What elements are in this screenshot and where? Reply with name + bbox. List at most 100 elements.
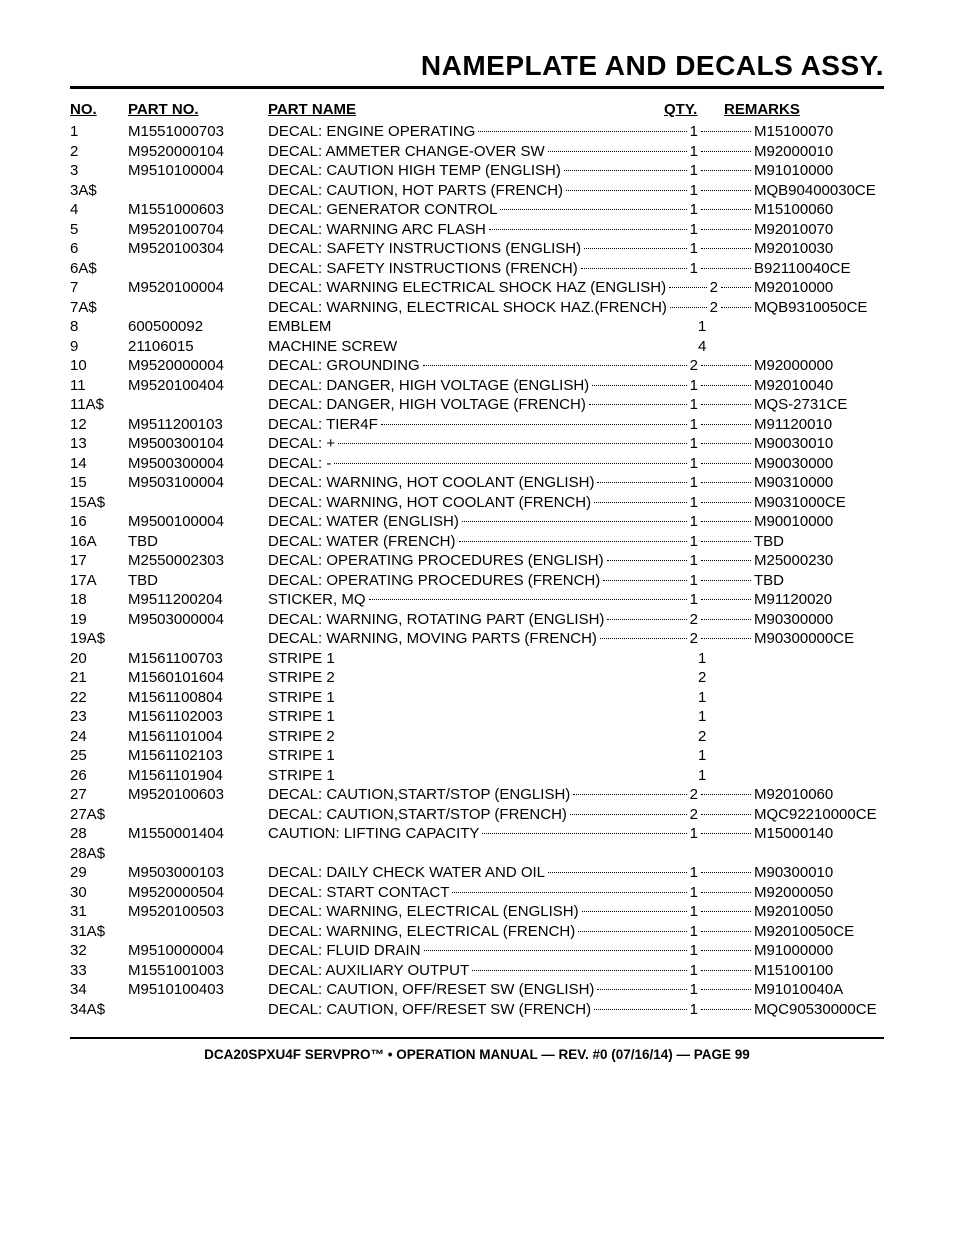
cell-partname: DECAL: WARNING, ELECTRICAL SHOCK HAZ.(FR…: [268, 298, 667, 318]
cell-name-qty-remarks: DECAL: WARNING, HOT COOLANT (ENGLISH)1M9…: [268, 473, 884, 493]
cell-partname: STRIPE 2: [268, 727, 698, 747]
cell-name-qty-remarks: DECAL: OPERATING PROCEDURES (ENGLISH)1M2…: [268, 551, 884, 571]
cell-partname: DECAL: WARNING ARC FLASH: [268, 220, 486, 240]
leader-dots: [701, 482, 751, 483]
cell-name-qty-remarks: DECAL: FLUID DRAIN1M91000000: [268, 941, 884, 961]
cell-qty: 2: [690, 610, 698, 630]
cell-name-qty-remarks: DECAL: WARNING, ELECTRICAL SHOCK HAZ.(FR…: [268, 298, 884, 318]
cell-partno: 600500092: [128, 317, 268, 337]
cell-name-qty-remarks: DECAL: WATER (FRENCH)1TBD: [268, 532, 884, 552]
leader-dots: [701, 580, 751, 581]
table-row: 21M1560101604STRIPE 22: [70, 668, 884, 688]
cell-partname: DECAL: AUXILIARY OUTPUT: [268, 961, 469, 981]
cell-no: 19A$: [70, 629, 128, 649]
cell-no: 3A$: [70, 181, 128, 201]
header-remarks: REMARKS: [724, 101, 884, 118]
cell-name-qty-remarks: DECAL: CAUTION,START/STOP (ENGLISH)2M920…: [268, 785, 884, 805]
cell-partno: M9520000504: [128, 883, 268, 903]
cell-partname: DECAL: CAUTION, OFF/RESET SW (ENGLISH): [268, 980, 594, 1000]
cell-remarks: M91010040A: [754, 980, 884, 1000]
leader-dots: [701, 970, 751, 971]
cell-qty: 2: [690, 629, 698, 649]
footer-rule: [70, 1037, 884, 1039]
leader-dots: [424, 950, 687, 951]
cell-partname: DECAL: WATER (ENGLISH): [268, 512, 459, 532]
cell-partname: DECAL: OPERATING PROCEDURES (FRENCH): [268, 571, 600, 591]
cell-qty: 2: [698, 727, 706, 747]
leader-dots: [423, 365, 687, 366]
cell-remarks: M15100070: [754, 122, 884, 142]
cell-partno: M9500100004: [128, 512, 268, 532]
cell-partname: DECAL: TIER4F: [268, 415, 378, 435]
cell-no: 15A$: [70, 493, 128, 513]
cell-remarks: M90030010: [754, 434, 884, 454]
cell-no: 18: [70, 590, 128, 610]
cell-partno: M1561102003: [128, 707, 268, 727]
cell-partname: DECAL: ENGINE OPERATING: [268, 122, 475, 142]
cell-qty: 1: [690, 941, 698, 961]
table-row: 10M9520000004DECAL: GROUNDING2M92000000: [70, 356, 884, 376]
cell-qty: 1: [690, 434, 698, 454]
table-row: 28A$: [70, 844, 884, 864]
cell-qty: 1: [690, 922, 698, 942]
leader-dots: [701, 229, 751, 230]
cell-no: 17A: [70, 571, 128, 591]
leader-dots: [607, 619, 686, 620]
cell-qty: 4: [698, 337, 706, 357]
leader-dots: [701, 931, 751, 932]
cell-qty: 1: [690, 863, 698, 883]
cell-partname: DECAL: SAFETY INSTRUCTIONS (ENGLISH): [268, 239, 581, 259]
leader-dots: [578, 931, 686, 932]
leader-dots: [564, 170, 687, 171]
cell-qty: 1: [690, 220, 698, 240]
cell-remarks: MQS-2731CE: [754, 395, 884, 415]
cell-name-qty-remarks: DECAL: START CONTACT1M92000050: [268, 883, 884, 903]
table-row: 11M9520100404DECAL: DANGER, HIGH VOLTAGE…: [70, 376, 884, 396]
cell-partno: M1561101904: [128, 766, 268, 786]
leader-dots: [701, 638, 751, 639]
leader-dots: [701, 911, 751, 912]
cell-remarks: M90300000: [754, 610, 884, 630]
cell-no: 27: [70, 785, 128, 805]
cell-partno: M9520100704: [128, 220, 268, 240]
leader-dots: [701, 404, 751, 405]
table-row: 20M1561100703STRIPE 11: [70, 649, 884, 669]
cell-partno: M9510100403: [128, 980, 268, 1000]
cell-qty: 1: [690, 493, 698, 513]
leader-dots: [589, 404, 687, 405]
cell-no: 15: [70, 473, 128, 493]
table-row: 24M1561101004STRIPE 22: [70, 727, 884, 747]
cell-partno: M1561102103: [128, 746, 268, 766]
cell-qty: 1: [698, 649, 706, 669]
cell-qty: 1: [690, 259, 698, 279]
cell-no: 21: [70, 668, 128, 688]
cell-name-qty-remarks: DECAL: WARNING, ELECTRICAL (ENGLISH)1M92…: [268, 902, 884, 922]
leader-dots: [701, 365, 751, 366]
cell-partno: M9520000104: [128, 142, 268, 162]
leader-dots: [581, 268, 687, 269]
cell-partno: M1550001404: [128, 824, 268, 844]
table-row: 6A$ DECAL: SAFETY INSTRUCTIONS (FRENCH)1B…: [70, 259, 884, 279]
cell-remarks: M92010050CE: [754, 922, 884, 942]
cell-name-qty-remarks: DECAL: SAFETY INSTRUCTIONS (FRENCH)1B921…: [268, 259, 884, 279]
cell-remarks: M92000050: [754, 883, 884, 903]
cell-remarks: MQB90400030CE: [754, 181, 884, 201]
cell-qty: 1: [690, 142, 698, 162]
header-partno: PART NO.: [128, 101, 268, 118]
cell-qty: 1: [690, 590, 698, 610]
cell-no: 6A$: [70, 259, 128, 279]
leader-dots: [459, 541, 687, 542]
cell-remarks: MQC92210000CE: [754, 805, 884, 825]
cell-no: 4: [70, 200, 128, 220]
cell-no: 5: [70, 220, 128, 240]
cell-partname: STRIPE 2: [268, 668, 698, 688]
leader-dots: [500, 209, 686, 210]
cell-qty: 1: [690, 824, 698, 844]
cell-qty: 1: [690, 239, 698, 259]
table-row: 16ATBDDECAL: WATER (FRENCH)1TBD: [70, 532, 884, 552]
table-row: 25M1561102103STRIPE 11: [70, 746, 884, 766]
cell-name-qty-remarks: CAUTION: LIFTING CAPACITY1M15000140: [268, 824, 884, 844]
cell-no: 26: [70, 766, 128, 786]
cell-no: 28A$: [70, 844, 128, 864]
leader-dots: [369, 599, 687, 600]
